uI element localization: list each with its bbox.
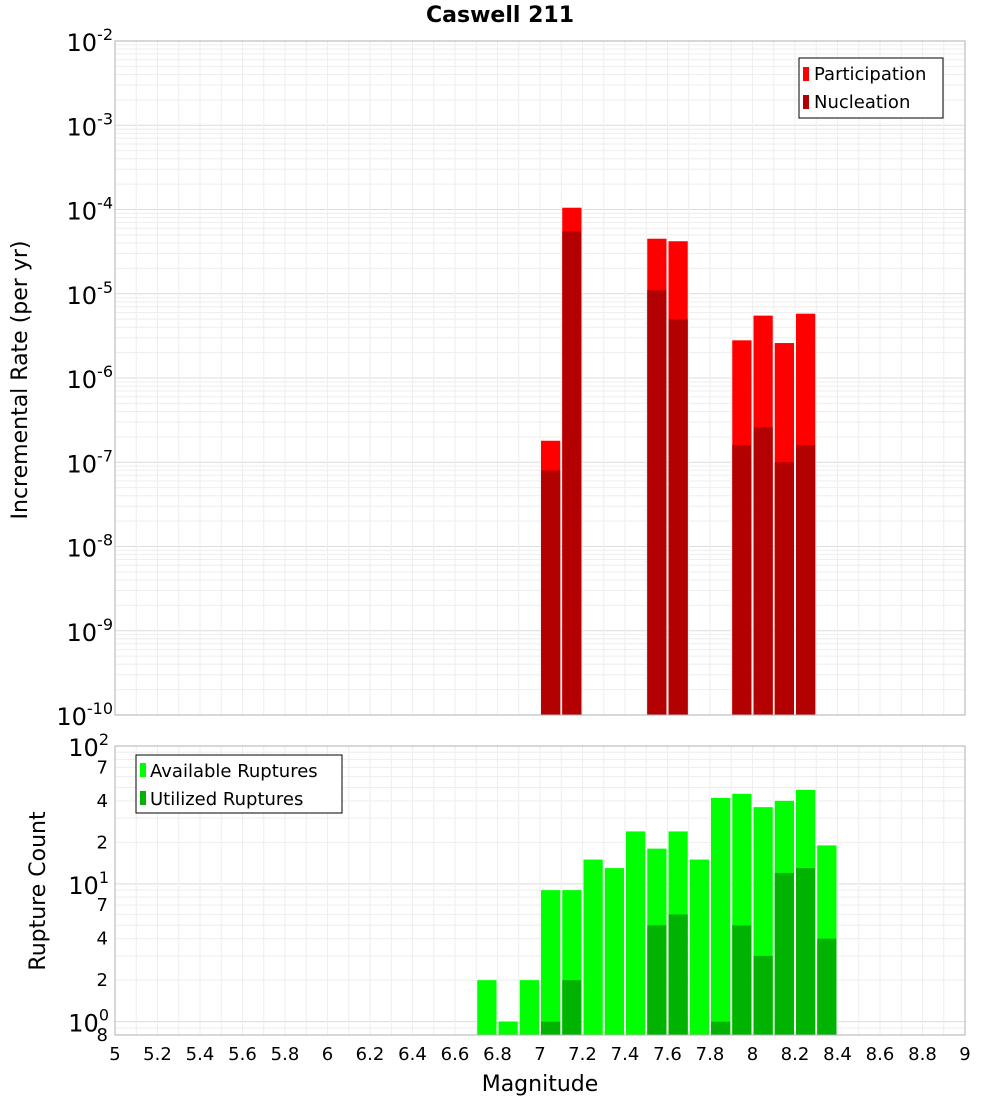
x-tick-label: 8.2 [781, 1044, 810, 1065]
utilized-ruptures-bar [541, 1021, 561, 1035]
utilized-ruptures-bar [817, 938, 837, 1035]
top-y-tick-label: 10-9 [67, 615, 114, 647]
utilized-ruptures-bar [796, 868, 816, 1035]
top-y-tick-label: 10-6 [67, 362, 114, 394]
available-ruptures-bar [626, 831, 646, 1035]
x-tick-label: 8 [747, 1044, 758, 1065]
x-tick-label: 7.4 [611, 1044, 640, 1065]
x-tick-label: 5.6 [228, 1044, 257, 1065]
available-ruptures-bar [711, 797, 731, 1035]
legend-label-available: Available Ruptures [150, 761, 318, 782]
bottom-y-tick-label: 102 [68, 730, 109, 762]
nucleation-bar [562, 231, 582, 715]
utilized-ruptures-bar [668, 914, 688, 1035]
bottom-y-minor-tick-label: 2 [97, 832, 108, 853]
bottom-y-minor-tick-label: 4 [97, 791, 108, 812]
bottom-y-minor-tick-label: 4 [97, 929, 108, 950]
available-ruptures-bar [541, 890, 561, 1035]
x-tick-label: 5 [109, 1044, 120, 1065]
bottom-plot-border [114, 745, 966, 1036]
x-tick-label: 6.6 [441, 1044, 470, 1065]
utilized-ruptures-bar [774, 872, 794, 1035]
top-y-axis-label: Incremental Rate (per yr) [8, 241, 33, 520]
x-tick-label: 6.8 [483, 1044, 512, 1065]
legend-label-participation: Participation [814, 64, 926, 85]
top-y-tick-label: 10-2 [67, 25, 114, 57]
legend-swatch-participation [803, 67, 809, 81]
available-ruptures-bar [477, 980, 497, 1035]
top-y-tick-label: 10-4 [67, 194, 114, 226]
bottom-y-tick-label: 101 [68, 868, 109, 900]
available-ruptures-bar [583, 859, 603, 1035]
bottom-y-tick-label: 100 [68, 1006, 109, 1038]
bottom-legend-box [135, 754, 343, 814]
x-tick-label: 6.4 [398, 1044, 427, 1065]
available-ruptures-bar [519, 980, 539, 1035]
legend-swatch-nucleation [803, 95, 809, 109]
available-ruptures-bar [689, 859, 709, 1035]
x-tick-label: 5.8 [271, 1044, 300, 1065]
x-tick-label: 6.2 [356, 1044, 385, 1065]
x-tick-label: 8.4 [823, 1044, 852, 1065]
x-tick-label: 7.6 [653, 1044, 682, 1065]
nucleation-bar [647, 290, 667, 715]
nucleation-bar [796, 445, 816, 715]
x-tick-label: 7 [534, 1044, 545, 1065]
x-tick-label: 8.8 [908, 1044, 937, 1065]
bottom-y-minor-tick-label: 2 [97, 970, 108, 991]
x-axis-label: Magnitude [482, 1072, 599, 1097]
top-y-tick-label: 10-10 [56, 699, 113, 731]
x-tick-label: 5.4 [186, 1044, 215, 1065]
x-tick-label: 7.2 [568, 1044, 597, 1065]
utilized-ruptures-bar [753, 955, 773, 1035]
x-tick-label: 8.6 [866, 1044, 895, 1065]
nucleation-bar [774, 462, 794, 715]
utilized-ruptures-bar [711, 1021, 731, 1035]
bottom-y-minor-tick-label: 7 [97, 895, 108, 916]
available-ruptures-bar [498, 1021, 518, 1035]
top-y-tick-label: 10-5 [67, 278, 114, 310]
top-y-tick-label: 10-7 [67, 446, 114, 478]
legend-label-utilized: Utilized Ruptures [150, 789, 303, 810]
x-tick-label: 9 [959, 1044, 970, 1065]
bottom-y-minor-tick-label: 7 [97, 757, 108, 778]
nucleation-bar [668, 319, 688, 715]
bottom-y-minor-tick-label: 8 [97, 1025, 108, 1046]
nucleation-bar [732, 445, 752, 715]
nucleation-bar [753, 427, 773, 715]
chart-title: Caswell 211 [426, 3, 574, 28]
legend-swatch-available [140, 763, 146, 777]
top-y-tick-label: 10-3 [67, 109, 114, 141]
x-tick-label: 6 [322, 1044, 333, 1065]
bottom-y-axis-label: Rupture Count [26, 811, 51, 971]
utilized-ruptures-bar [562, 980, 582, 1035]
utilized-ruptures-bar [732, 925, 752, 1035]
utilized-ruptures-bar [647, 925, 667, 1035]
legend-label-nucleation: Nucleation [814, 92, 910, 113]
available-ruptures-bar [604, 868, 624, 1035]
legend-swatch-utilized [140, 791, 146, 805]
x-tick-label: 7.8 [696, 1044, 725, 1065]
top-y-tick-label: 10-8 [67, 531, 114, 563]
nucleation-bar [541, 470, 561, 715]
top-legend-box [798, 57, 944, 119]
x-tick-label: 5.2 [143, 1044, 172, 1065]
top-plot-border [114, 40, 966, 716]
